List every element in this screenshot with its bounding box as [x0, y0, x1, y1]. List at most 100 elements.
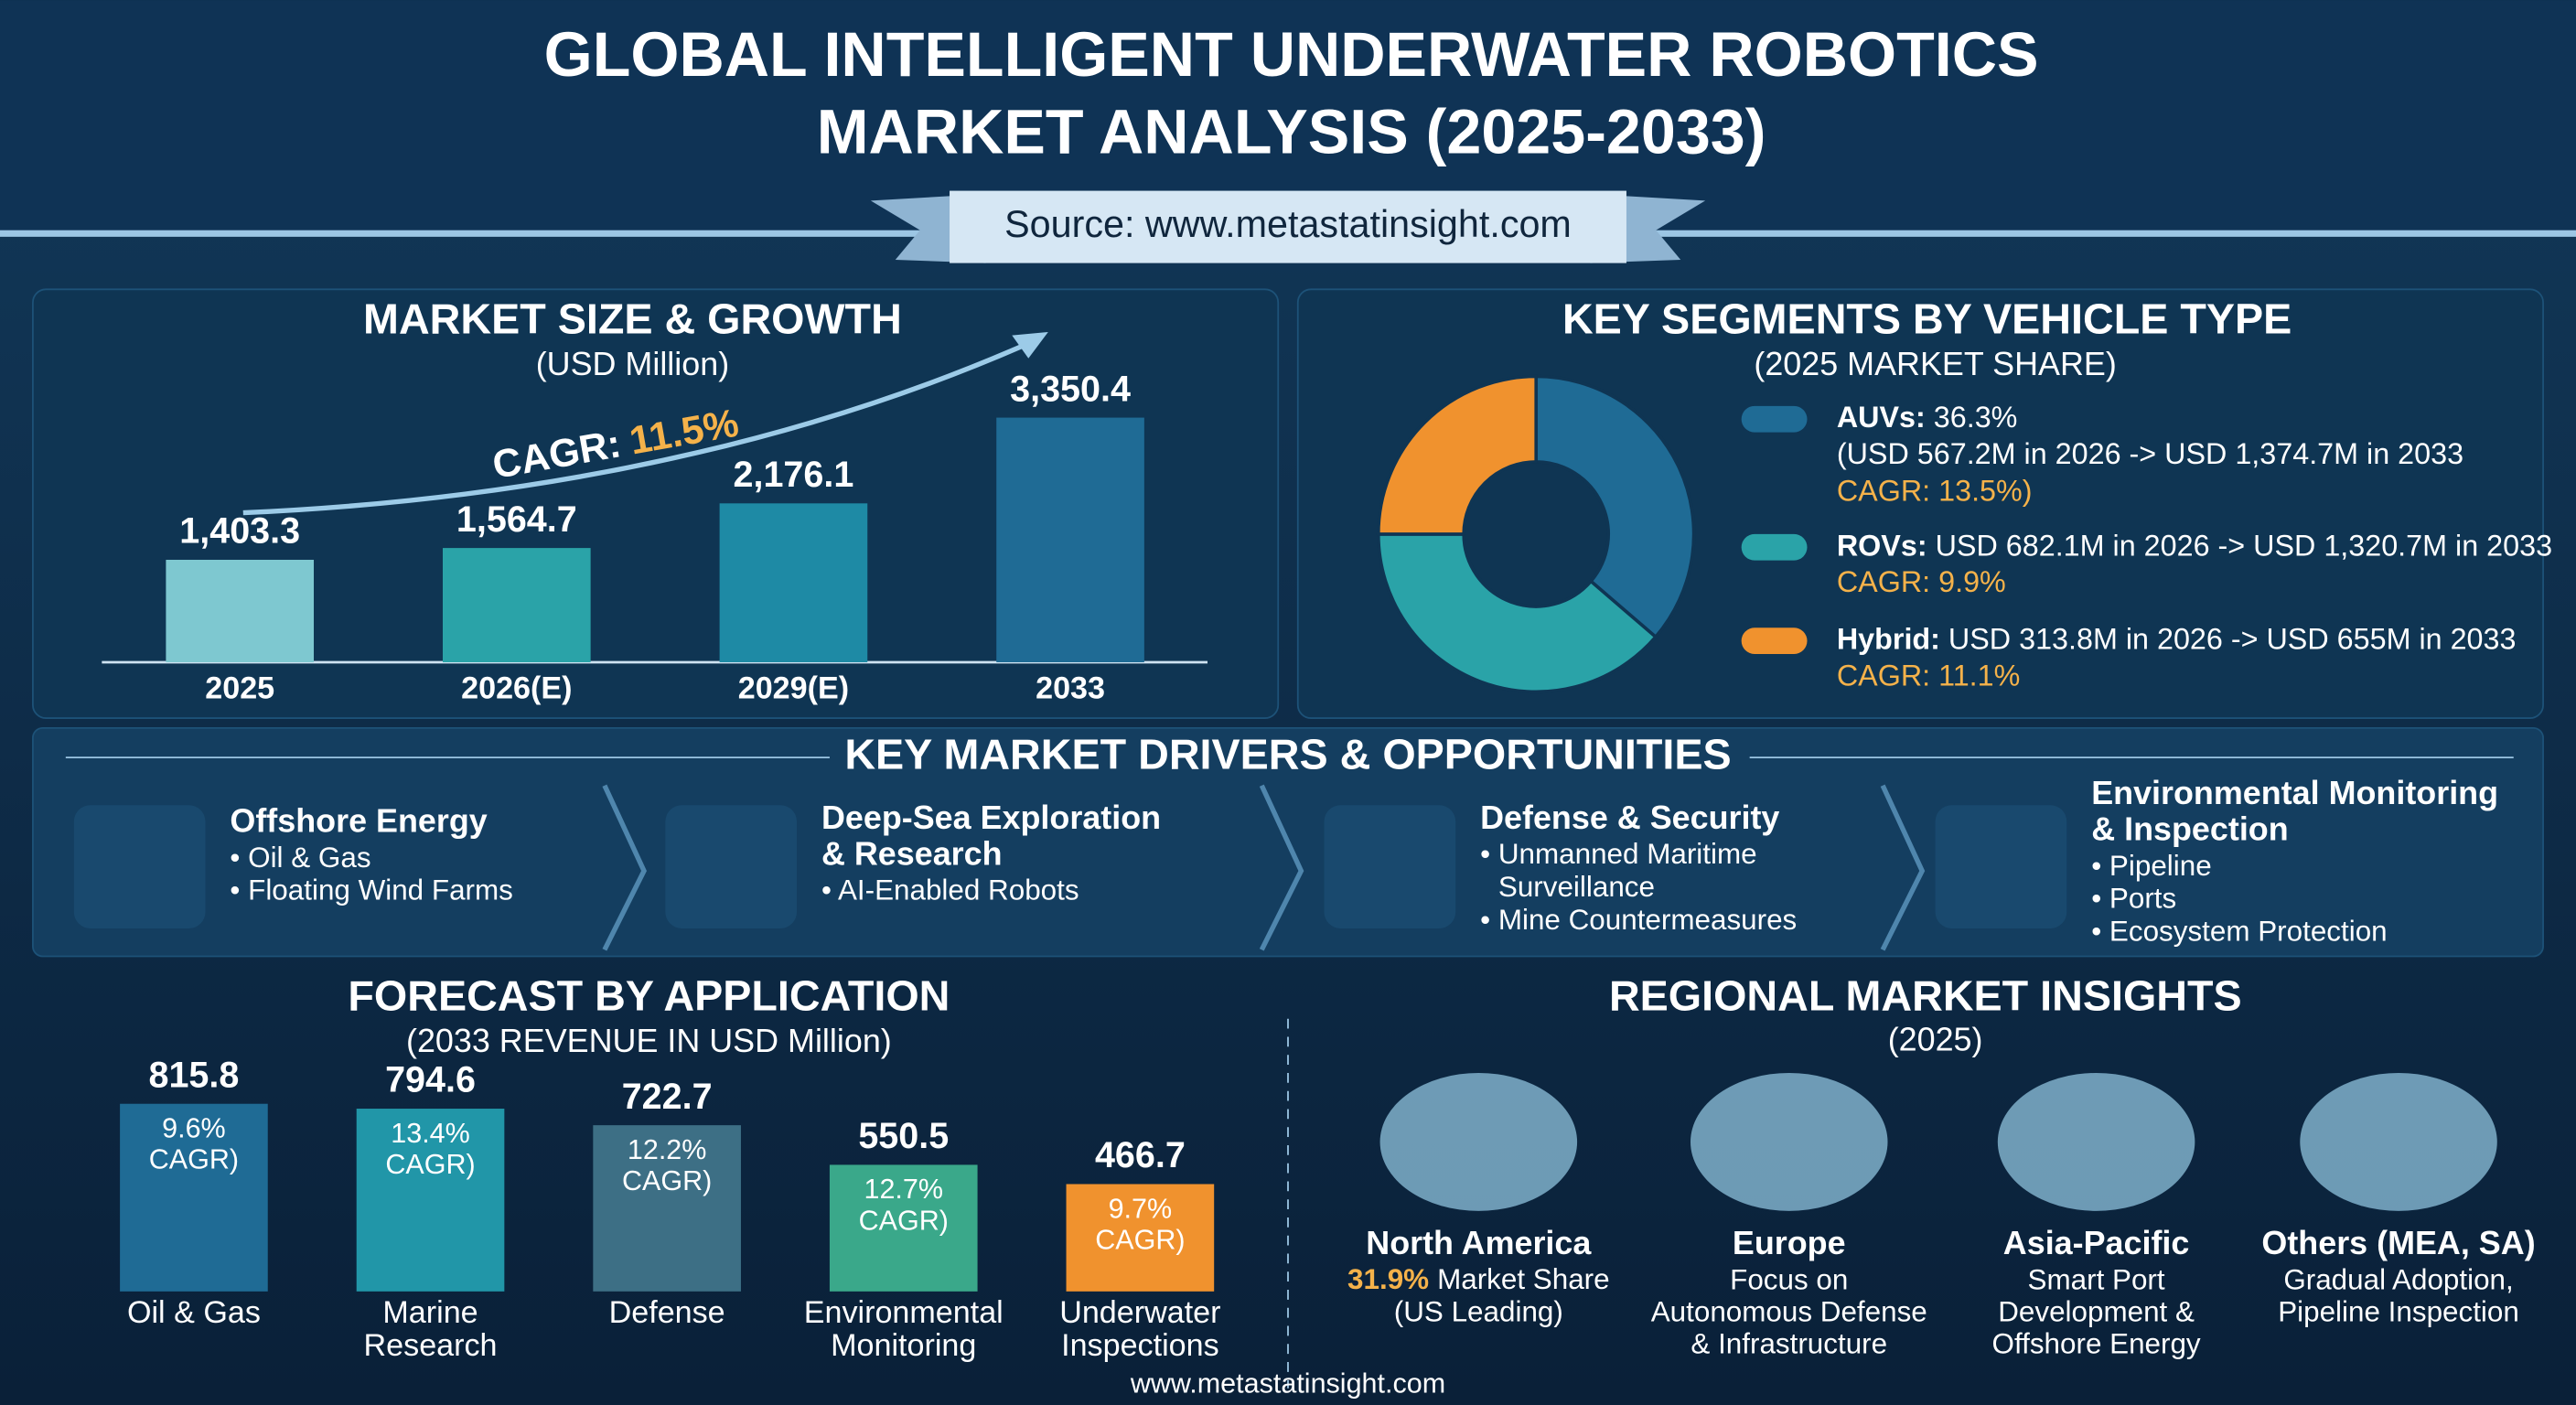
- bar: [1066, 1184, 1215, 1292]
- chart-subtitle: (2033 REVENUE IN USD Million): [406, 1022, 892, 1059]
- x-tick-label: Oil & Gas: [127, 1295, 261, 1330]
- chart-title: KEY SEGMENTS BY VEHICLE TYPE: [1562, 295, 2292, 343]
- x-tick-label: Underwater: [1059, 1295, 1220, 1330]
- driver-icon: [73, 805, 206, 928]
- bar-annotation: CAGR): [859, 1205, 949, 1236]
- legend-name: ROVs:: [1837, 529, 1927, 562]
- driver-icon: [1935, 805, 2067, 928]
- panel: [32, 288, 1280, 719]
- legend-name: Hybrid:: [1837, 622, 1940, 655]
- bar: [829, 1164, 978, 1292]
- region-line: Offshore Energy: [1992, 1327, 2201, 1359]
- source: Source: www.metastatinsight.com: [1004, 203, 1572, 245]
- bar-annotation: CAGR): [622, 1165, 712, 1196]
- legend-detail: CAGR: 11.1%: [1837, 660, 2021, 692]
- x-tick-label: Monitoring: [831, 1328, 976, 1363]
- legend-detail: USD 313.8M in 2026 -> USD 655M in 2033: [1948, 622, 2517, 655]
- bar-annotation: CAGR): [1095, 1224, 1185, 1255]
- region-line: Focus on: [1730, 1263, 1848, 1295]
- driver-title: & Inspection: [2091, 810, 2288, 847]
- source-ribbon: [950, 190, 1626, 263]
- legend-swatch: [1741, 533, 1808, 561]
- driver-icon: [665, 805, 798, 928]
- region-name: Europe: [1733, 1224, 1846, 1261]
- legend-detail: CAGR: 9.9%: [1837, 565, 2006, 598]
- region-text: Market Share: [1437, 1263, 1610, 1295]
- bar-annotation: 12.2%: [628, 1134, 707, 1165]
- value-label: 1,564.7: [456, 499, 577, 540]
- arrow-head: [1012, 332, 1048, 359]
- driver-title: Deep-Sea Exploration: [821, 799, 1161, 836]
- value-label: 1,403.3: [179, 511, 300, 552]
- chevron: [1259, 784, 1304, 951]
- driver-title: Environmental Monitoring: [2091, 774, 2498, 811]
- driver-title: Defense & Security: [1480, 799, 1779, 836]
- donut-segment: [1376, 532, 1658, 694]
- region-name: North America: [1366, 1224, 1592, 1261]
- region-share: 31.9%: [1347, 1263, 1429, 1295]
- map-shape: [1379, 1072, 1578, 1211]
- driver-bullet: • Ports: [2091, 883, 2176, 915]
- value-label: 466.7: [1095, 1135, 1186, 1175]
- chart-title: FORECAST BY APPLICATION: [348, 971, 950, 1019]
- section-title: REGIONAL MARKET INSIGHTS: [1609, 971, 2242, 1019]
- driver-bullet: • Pipeline: [2091, 850, 2211, 882]
- region-name: Asia-Pacific: [2003, 1224, 2190, 1261]
- bar: [719, 503, 868, 662]
- chevron: [602, 784, 647, 951]
- value-label: 550.5: [858, 1116, 949, 1156]
- value-label: 794.6: [385, 1060, 476, 1100]
- chart-subtitle: (2025 MARKET SHARE): [1754, 345, 2116, 382]
- driver-bullet: • Ecosystem Protection: [2091, 916, 2387, 948]
- driver-title: Offshore Energy: [230, 801, 487, 839]
- bar: [166, 559, 315, 662]
- chart-title: MARKET SIZE & GROWTH: [363, 295, 902, 343]
- legend-detail: (USD 567.2M in 2026 -> USD 1,374.7M in 2…: [1837, 437, 2463, 470]
- bar: [443, 548, 591, 662]
- bar-annotation: CAGR): [149, 1144, 239, 1175]
- chevrons: [602, 784, 1926, 951]
- region-line: Pipeline Inspection: [2278, 1295, 2519, 1327]
- region-line: 31.9% Market Share: [1347, 1263, 1610, 1295]
- driver-bullet: • AI-Enabled Robots: [821, 874, 1079, 906]
- bar: [120, 1103, 268, 1292]
- x-tick-label: Marine: [382, 1295, 478, 1330]
- legend-swatch: [1741, 405, 1808, 433]
- x-tick-label: Research: [364, 1328, 498, 1363]
- chevron: [1880, 784, 1926, 951]
- section-title: KEY MARKET DRIVERS & OPPORTUNITIES: [844, 730, 1731, 778]
- value-label: 36.3%: [1934, 401, 2018, 434]
- map-shape: [1690, 1072, 1888, 1211]
- x-tick-label: 2029(E): [738, 671, 849, 706]
- value-label: 815.8: [148, 1055, 239, 1095]
- x-tick-label: 2025: [205, 671, 274, 706]
- region-line: Gradual Adoption,: [2283, 1263, 2513, 1295]
- region-line: (US Leading): [1394, 1295, 1563, 1327]
- region-line: & Infrastructure: [1690, 1327, 1887, 1359]
- bar-annotation: 9.7%: [1109, 1193, 1173, 1224]
- driver-bullet: • Oil & Gas: [230, 842, 370, 874]
- legend-detail: USD 682.1M in 2026 -> USD 1,320.7M in 20…: [1936, 529, 2552, 562]
- driver-bullet: • Unmanned Maritime: [1480, 838, 1757, 870]
- footer: www.metastatinsight.com: [1130, 1367, 1445, 1399]
- region-name: Others (MEA, SA): [2261, 1224, 2535, 1261]
- value-label: 3,350.4: [1010, 369, 1131, 409]
- title-line: GLOBAL INTELLIGENT UNDERWATER ROBOTICS: [544, 20, 2039, 90]
- value-label: 2,176.1: [734, 455, 854, 495]
- bar-annotation: 12.7%: [864, 1174, 943, 1205]
- driver-bullet: Surveillance: [1498, 871, 1655, 903]
- x-tick-label: 2033: [1036, 671, 1105, 706]
- cagr-arrow: [242, 339, 1033, 516]
- donut-segment: [1376, 374, 1538, 536]
- legend-detail: CAGR: 13.5%): [1837, 475, 2033, 508]
- driver-title: & Research: [821, 834, 1003, 872]
- value-label: 722.7: [622, 1077, 713, 1117]
- annotation: CAGR:11.5%: [489, 402, 742, 488]
- donut-segment: [1534, 374, 1696, 639]
- x-tick-label: Environmental: [804, 1295, 1004, 1330]
- map-shape: [1997, 1072, 2195, 1211]
- x-tick-label: 2026(E): [461, 671, 572, 706]
- region-line: Development &: [1998, 1295, 2195, 1327]
- bar: [996, 417, 1144, 662]
